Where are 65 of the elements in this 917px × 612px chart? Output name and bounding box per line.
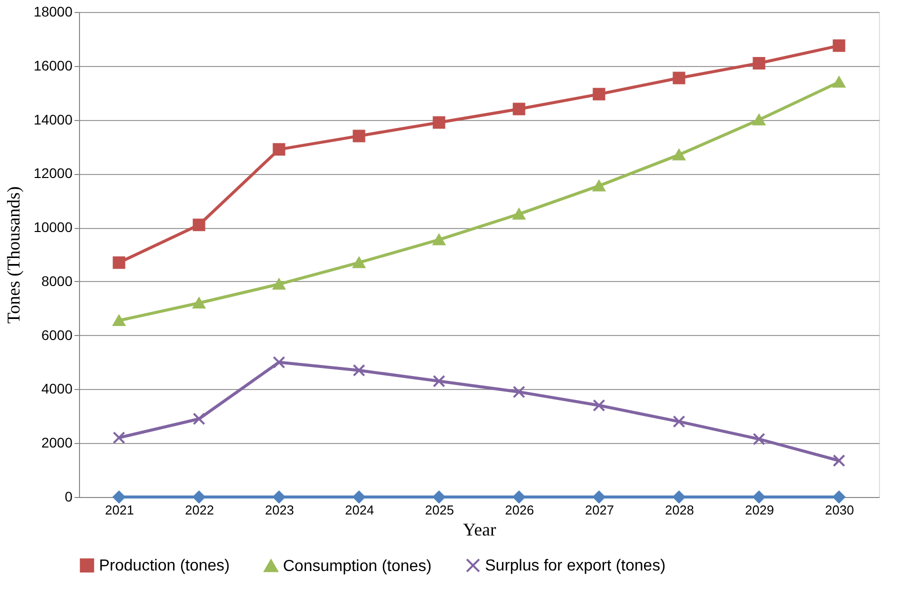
x-tick-label: 2027 xyxy=(585,502,614,518)
point xyxy=(112,314,126,326)
point xyxy=(352,257,366,268)
point xyxy=(272,143,286,156)
point xyxy=(512,102,526,116)
y-tick-label: 0 xyxy=(64,488,73,504)
point xyxy=(192,412,206,426)
y-tick-label: 8000 xyxy=(41,272,73,289)
point xyxy=(512,208,526,220)
x-axis-title: Year xyxy=(462,520,496,540)
point xyxy=(672,72,686,84)
point xyxy=(112,256,126,269)
point xyxy=(112,431,126,444)
point xyxy=(832,39,846,52)
point xyxy=(672,149,686,160)
point xyxy=(352,490,366,504)
point xyxy=(192,218,206,232)
point xyxy=(272,490,286,504)
point xyxy=(112,490,126,504)
x-tick-label: 2023 xyxy=(265,502,294,518)
x-tick-label: 2025 xyxy=(425,502,454,518)
point xyxy=(752,114,766,126)
x-tick-label: 2024 xyxy=(345,502,374,518)
y-tick-label: 18000 xyxy=(34,4,73,20)
x-tick-label: 2030 xyxy=(825,502,854,518)
point xyxy=(352,364,366,377)
point xyxy=(192,297,206,309)
x-tick-label: 2026 xyxy=(505,502,534,518)
point xyxy=(432,490,446,504)
y-tick-label: 4000 xyxy=(41,380,73,397)
point xyxy=(272,278,286,290)
legend-label: Production (tones) xyxy=(99,557,230,574)
x-tick-label: 2022 xyxy=(185,502,214,518)
x-tick-label: 2021 xyxy=(105,502,134,518)
point xyxy=(512,490,526,504)
point xyxy=(352,130,366,142)
point xyxy=(432,374,446,388)
point xyxy=(192,490,206,504)
y-tick-label: 12000 xyxy=(34,165,73,182)
point xyxy=(752,432,766,446)
point xyxy=(752,56,766,70)
y-tick-label: 16000 xyxy=(34,57,73,74)
y-tick-label: 6000 xyxy=(41,326,73,343)
point xyxy=(432,234,446,246)
y-axis-title: Tones (Thousands) xyxy=(4,186,24,324)
point xyxy=(592,88,606,100)
x-tick-label: 2029 xyxy=(745,502,774,518)
point xyxy=(512,386,526,398)
point xyxy=(592,490,606,504)
x-tick-label: 2028 xyxy=(665,502,694,518)
point xyxy=(832,454,846,467)
point xyxy=(752,490,766,504)
point xyxy=(592,180,606,192)
point xyxy=(272,356,286,369)
point xyxy=(592,399,606,412)
y-tick-label: 10000 xyxy=(34,219,73,236)
point xyxy=(832,490,846,504)
y-tick-label: 14000 xyxy=(34,111,73,128)
point xyxy=(672,415,686,428)
legend-label: Surplus for export (tones) xyxy=(485,557,666,574)
point xyxy=(832,76,846,88)
point xyxy=(432,116,446,129)
y-tick-label: 2000 xyxy=(41,434,73,451)
point xyxy=(672,490,686,504)
legend-label: Consumption (tones) xyxy=(283,558,432,575)
